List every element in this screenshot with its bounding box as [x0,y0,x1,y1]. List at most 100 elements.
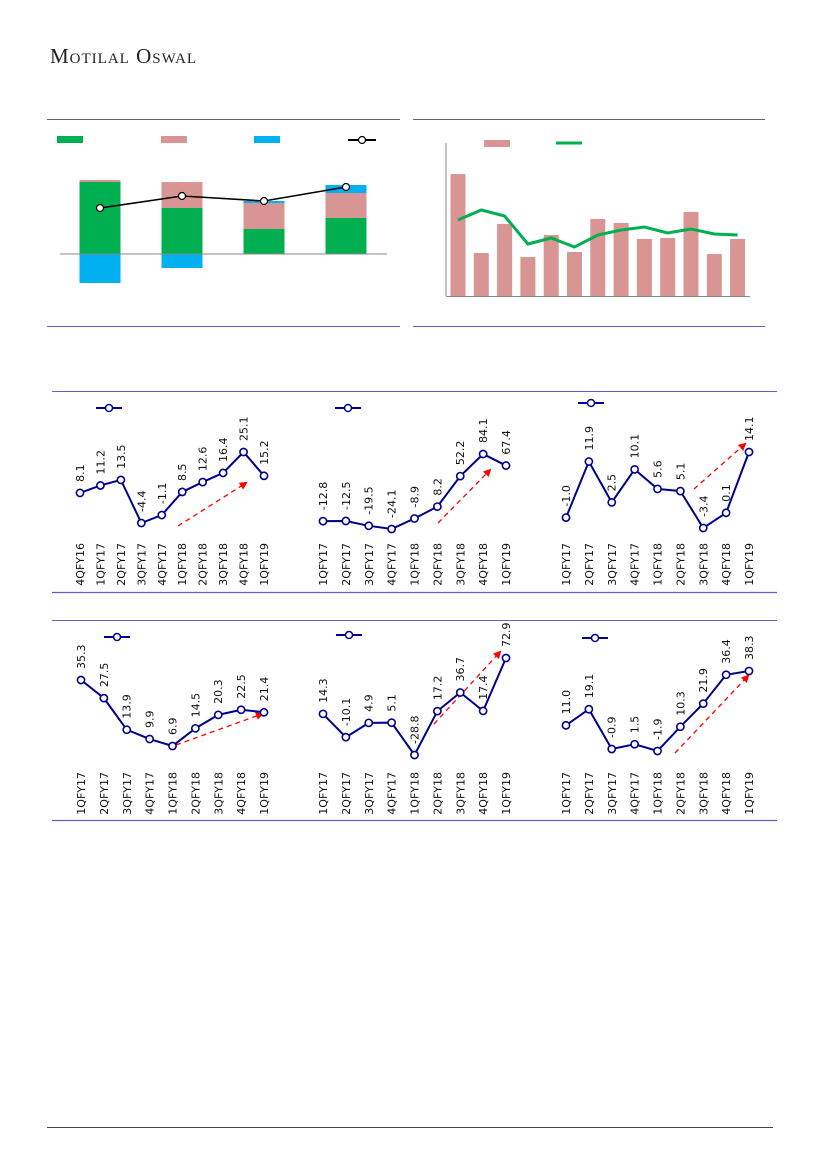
category-label: 1QFY18 [409,772,422,815]
category-label: 3QFY17 [363,772,376,815]
data-label: -10.1 [340,698,353,726]
data-point [455,688,465,697]
data-point [387,718,397,728]
category-label: 3QFY17 [606,543,619,586]
data-point [607,497,617,507]
chart1-line-point [341,182,351,192]
category-label: 3QFY18 [454,772,467,815]
bar-segment [243,203,285,229]
data-label: 8.2 [431,478,444,496]
category-label: 1QFY17 [317,772,330,815]
data-point [501,461,511,470]
legend-marker [590,633,600,643]
legend-swatch-pink [484,140,510,147]
data-label: 9.9 [144,711,157,729]
data-point [432,706,442,716]
category-label: 3QFY18 [697,543,710,586]
data-label: 20.3 [212,679,225,704]
data-label: -1.0 [560,485,573,506]
data-label: 72.9 [500,623,513,648]
category-label: 1QFY19 [743,543,756,586]
category-label: 4QFY18 [238,543,251,586]
data-point [75,488,85,498]
bar-segment [325,193,367,218]
data-point [653,484,662,494]
category-label: 3QFY17 [363,543,376,586]
data-label: -4.4 [135,491,148,512]
category-label: 2QFY18 [674,772,687,815]
data-label: 5.1 [674,463,687,481]
bar [567,252,582,296]
category-label: 2QFY17 [583,543,596,586]
mini-chart-1: 8.1 4QFY16 11.2 1QFY17 13.5 2QFY17 -4.4 3QFY17 -… [52,391,290,594]
data-point [584,457,594,466]
bar [543,235,559,296]
data-label: 11.9 [583,426,596,451]
mini-chart-6: 11.0 1QFY17 19.1 2QFY17 -0.9 3QFY17 1.5 4QFY17 -… [535,620,777,822]
data-point [561,720,571,730]
data-point [364,521,374,531]
category-label: 1QFY19 [258,543,271,586]
bar [706,254,722,296]
data-point [653,746,662,756]
brand-logo: Motilal Oswal [50,44,198,68]
category-label: 1QFY19 [743,772,756,815]
data-point [675,486,685,496]
bar [473,253,489,296]
bar [660,238,676,296]
data-label: 8.5 [176,463,189,481]
legend-marker [104,403,114,413]
data-label: 36.7 [454,657,467,682]
data-label: -24.1 [386,490,399,518]
data-point [698,523,708,533]
series-line [79,450,265,525]
data-point [190,723,200,733]
data-point [213,710,223,720]
data-point [432,502,442,512]
data-label: 17.2 [431,676,444,701]
data-point [721,508,731,518]
data-point [584,704,594,714]
category-label: 4QFY18 [720,543,733,586]
legend-swatch-green [57,136,83,143]
data-label: 14.5 [189,693,202,718]
category-label: 2QFY17 [583,772,596,815]
bar [683,212,699,296]
category-label: 3QFY18 [212,772,225,815]
bar-segment [161,208,203,254]
mini-chart-5: 14.3 1QFY17 -10.1 2QFY17 4.9 3QFY17 5.1 4QFY17 -… [290,620,535,822]
category-label: 1QFY17 [94,543,107,586]
data-label: 0.1 [720,484,733,502]
data-label: -0.9 [606,717,619,738]
data-label: 6.9 [167,718,180,736]
data-label: -28.8 [409,716,422,744]
category-label: 2QFY17 [98,772,111,815]
data-label: 5.1 [386,694,399,712]
category-label: 1QFY17 [317,543,330,586]
category-label: 2QFY17 [340,772,353,815]
data-label: 13.9 [121,694,134,719]
chart1-line-point [95,203,105,213]
data-label: 19.1 [583,674,596,699]
category-label: 1QFY17 [560,543,573,586]
data-point [387,524,397,534]
data-label: 52.2 [454,441,467,466]
category-label: 1QFY19 [500,543,513,586]
data-point [259,707,269,717]
category-label: 3QFY17 [606,772,619,815]
data-label: 12.6 [197,447,210,472]
category-label: 1QFY19 [500,772,513,815]
data-label: 11.2 [94,450,107,475]
data-point [341,516,351,526]
trend-arrow [693,442,747,490]
data-point [318,516,328,526]
legend-marker-black [357,135,367,145]
bar-segment [243,229,285,254]
data-label: 22.5 [235,674,248,699]
category-label: 4QFY17 [144,772,157,815]
data-label: 4.9 [363,694,376,712]
data-label: 35.3 [75,645,88,670]
mini-chart-2: -12.8 1QFY17 -12.5 2QFY17 -19.5 3QFY17 -24.1 4Q… [290,391,535,594]
bar-segment [79,180,121,182]
data-point [218,468,228,478]
